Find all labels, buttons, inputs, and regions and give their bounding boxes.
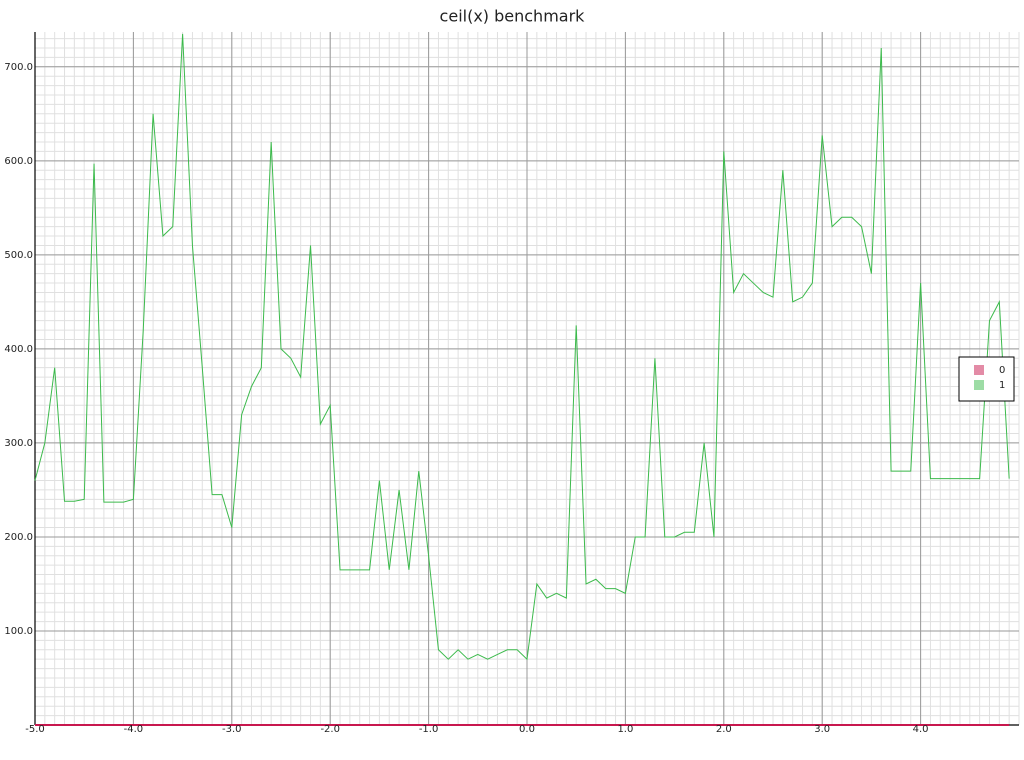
chart-title: ceil(x) benchmark <box>440 7 586 26</box>
y-tick-label: 500.0 <box>4 250 33 261</box>
x-tick-label: 2.0 <box>716 724 732 735</box>
y-tick-label: 300.0 <box>4 438 33 449</box>
y-tick-label: 600.0 <box>4 156 33 167</box>
legend-label: 1 <box>999 380 1005 391</box>
plot <box>34 33 1010 726</box>
y-tick-label: 200.0 <box>4 532 33 543</box>
x-tick-label: -5.0 <box>25 724 45 735</box>
x-tick-label: -3.0 <box>222 724 242 735</box>
legend-label: 0 <box>999 365 1005 376</box>
legend-box <box>958 356 1015 402</box>
x-tick-label: 0.0 <box>519 724 535 735</box>
series-line <box>34 33 1010 661</box>
x-tick-label: 3.0 <box>814 724 830 735</box>
x-tick-label: 4.0 <box>913 724 929 735</box>
x-tick-label: 1.0 <box>617 724 633 735</box>
x-tick-label: -4.0 <box>124 724 144 735</box>
x-tick-label: -1.0 <box>419 724 439 735</box>
legend-swatch <box>974 380 984 390</box>
y-tick-label: 100.0 <box>4 626 33 637</box>
grid <box>34 32 1020 726</box>
x-tick-label: -2.0 <box>320 724 340 735</box>
legend-swatch <box>974 365 984 375</box>
y-tick-label: 400.0 <box>4 344 33 355</box>
y-tick-label: 700.0 <box>4 62 33 73</box>
